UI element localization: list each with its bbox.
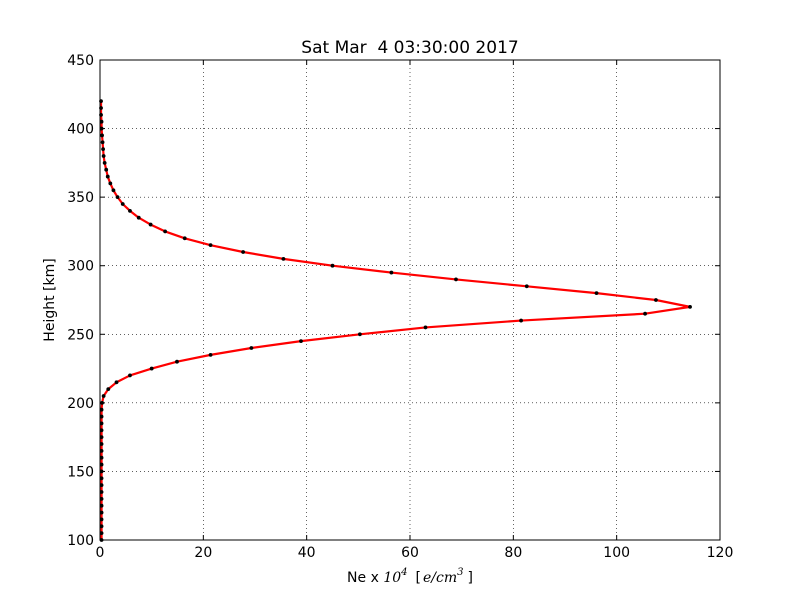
x-tick-label: 40 (298, 545, 316, 561)
data-point (99, 448, 104, 453)
data-point (114, 380, 119, 385)
data-point (115, 195, 120, 200)
y-tick-label: 150 (67, 464, 94, 480)
data-point (208, 243, 213, 248)
y-tick-label: 200 (67, 396, 94, 412)
data-point (249, 346, 254, 350)
y-tick-label: 250 (67, 327, 94, 343)
x-axis-label-unit-exp: 3 (457, 567, 463, 578)
tick-labels: 0 20 40 60 80 100 120 100 150 200 250 300 350 400 450 (67, 53, 733, 561)
data-point (99, 462, 104, 467)
y-tick-label: 400 (67, 122, 94, 138)
data-point (99, 119, 104, 124)
data-point (99, 414, 104, 419)
data-point (99, 510, 104, 515)
data-point (106, 387, 111, 392)
data-point (99, 503, 104, 508)
data-point (149, 366, 154, 371)
data-point (105, 174, 110, 179)
chart-title: Sat Mar 4 03:30:00 2017 (301, 38, 518, 58)
data-point (100, 133, 104, 138)
x-axis-label-bracket-open: [ (416, 570, 421, 586)
data-point (99, 517, 104, 522)
data-point (99, 455, 104, 460)
data-point (101, 154, 106, 158)
data-point (148, 222, 153, 227)
x-axis-label-prefix: Ne x (347, 570, 383, 586)
data-point (454, 277, 458, 282)
data-point (208, 352, 213, 357)
x-axis-label-power-exp: 4 (400, 567, 407, 578)
data-point (594, 291, 599, 296)
data-point (136, 215, 141, 220)
data-point (111, 188, 116, 193)
x-tick-label: 80 (504, 545, 522, 561)
x-axis-label-unit: e/cm (423, 570, 457, 586)
y-tick-label: 450 (67, 53, 94, 69)
y-axis-label: Height [km] (42, 258, 58, 341)
data-point (99, 428, 104, 433)
y-tick-label: 350 (67, 190, 94, 206)
data-point (99, 524, 104, 529)
data-point (99, 435, 104, 440)
data-point (524, 284, 529, 289)
x-tick-label: 20 (194, 545, 212, 561)
data-point (120, 202, 125, 206)
data-point (102, 160, 107, 165)
data-point (688, 304, 692, 309)
data-point (99, 490, 104, 494)
data-point (104, 167, 109, 172)
data-point (163, 229, 168, 234)
tick-marks (99, 59, 721, 541)
y-tick-label: 100 (67, 533, 94, 549)
data-point (182, 236, 187, 241)
data-point (643, 311, 647, 316)
data-point (99, 407, 104, 412)
x-tick-label: 120 (707, 545, 734, 561)
x-axis-label-power-base: 10 (383, 570, 401, 586)
data-point (99, 531, 104, 536)
data-point (128, 208, 132, 213)
x-axis-label-bracket-close: ] (467, 570, 472, 586)
x-axis-label: Ne x 104 [e/cm3] (347, 567, 473, 586)
data-point (357, 332, 362, 337)
data-point (99, 442, 104, 446)
data-point (100, 140, 105, 145)
data-point (299, 339, 303, 344)
x-tick-label: 100 (603, 545, 630, 561)
data-point (423, 325, 428, 330)
data-point (108, 181, 113, 186)
data-point (519, 318, 523, 323)
data-point (330, 263, 335, 268)
data-point (389, 270, 394, 275)
data-point (99, 476, 104, 481)
data-point (101, 394, 106, 398)
data-point (175, 359, 179, 364)
data-point (654, 298, 658, 302)
data-point (101, 147, 105, 152)
data-point (241, 250, 246, 254)
y-tick-label: 300 (67, 259, 94, 275)
x-tick-label: 0 (96, 545, 105, 561)
x-tick-label: 60 (401, 545, 419, 561)
data-point (99, 421, 104, 426)
data-point (281, 256, 286, 261)
data-point (128, 373, 132, 378)
data-point (99, 483, 104, 488)
data-point (99, 496, 104, 501)
grid-lines (100, 60, 720, 540)
